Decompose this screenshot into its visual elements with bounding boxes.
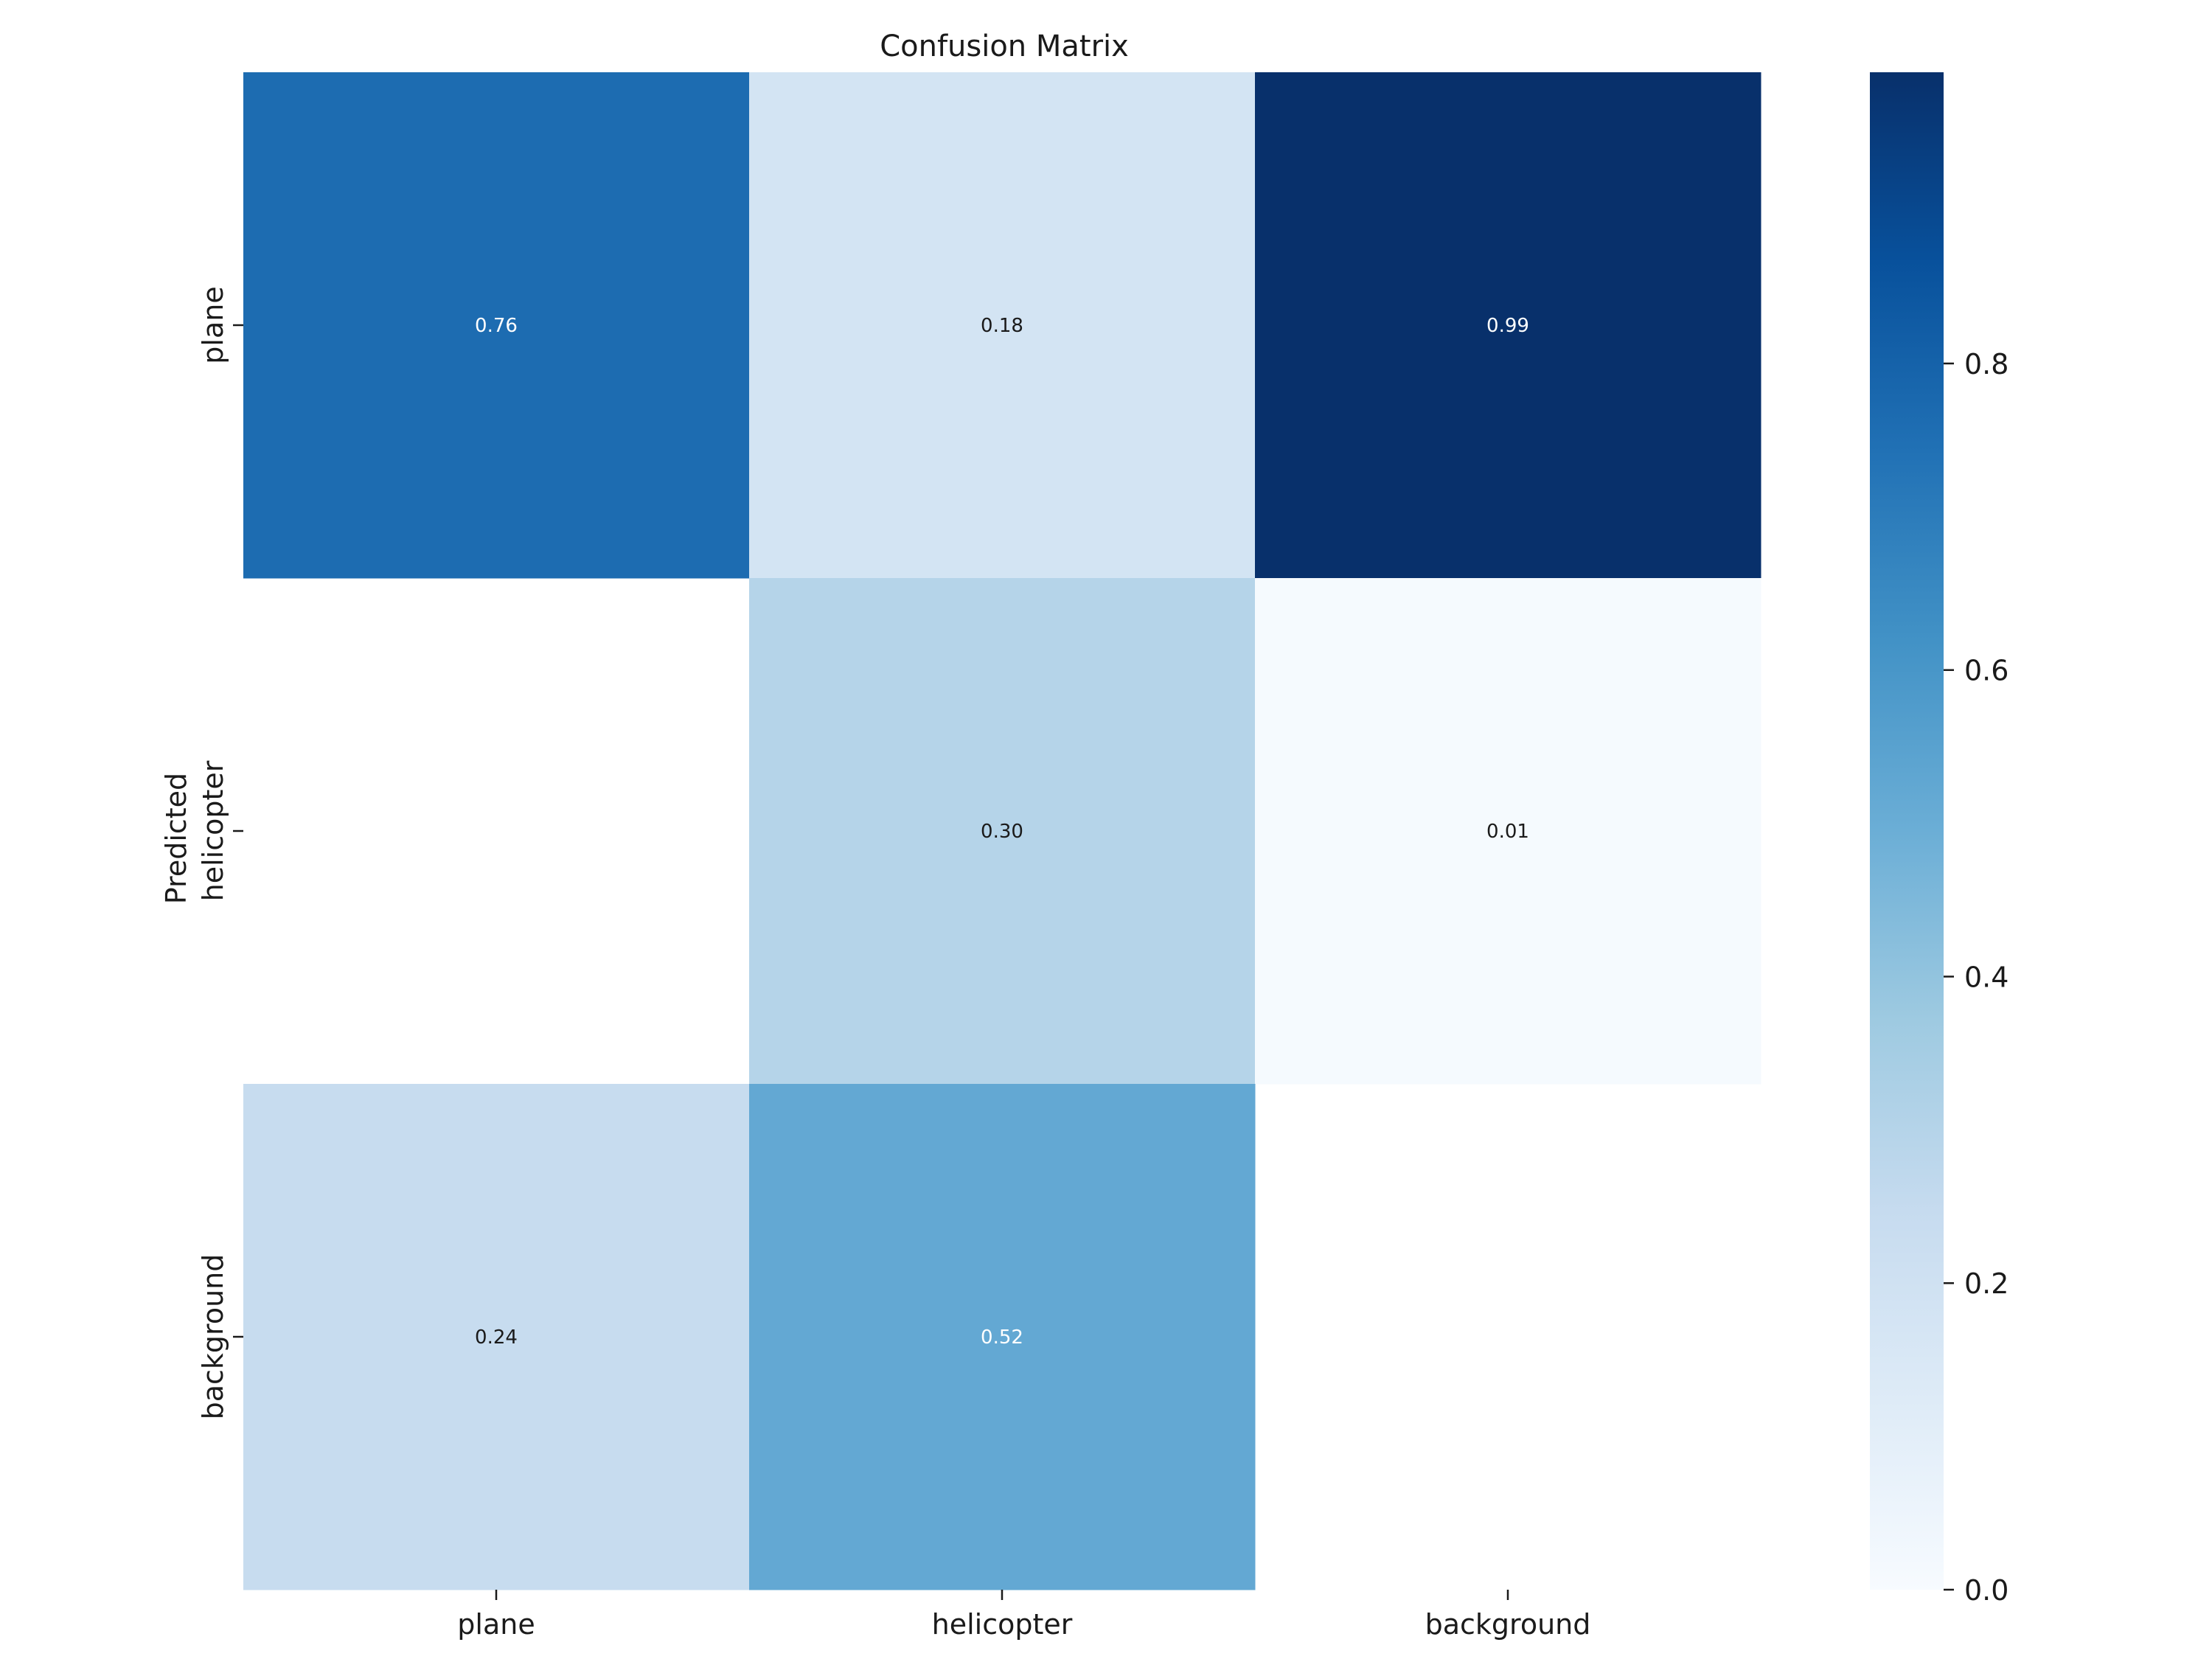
x-tick-label: plane	[457, 1608, 535, 1641]
y-tick-label: background	[197, 1254, 229, 1420]
colorbar-tick-label: 0.8	[1964, 348, 2008, 380]
heatmap-cell	[749, 1084, 1256, 1590]
heatmap-cell	[749, 72, 1256, 579]
heatmap-cells	[243, 72, 1761, 1590]
colorbar-tick-label: 0.6	[1964, 655, 2008, 687]
heatmap-cell	[243, 72, 750, 579]
colorbar-tick-label: 0.0	[1964, 1574, 2008, 1607]
cell-value-label: 0.30	[981, 821, 1023, 843]
heatmap-cell	[1255, 72, 1761, 579]
heatmap-cell-labels: 0.76 0.18 0.99 0.30 0.01 0.24 0.52	[475, 315, 1529, 1349]
chart-title: Confusion Matrix	[880, 29, 1129, 63]
colorbar-tick-label: 0.2	[1964, 1267, 2008, 1300]
y-axis: plane helicopter background	[197, 286, 243, 1419]
heatmap-cell	[1255, 578, 1761, 1085]
colorbar	[1870, 72, 1944, 1590]
heatmap-cell	[243, 1084, 750, 1590]
colorbar-tick-label: 0.4	[1964, 961, 2008, 993]
y-tick-label: plane	[197, 286, 229, 364]
y-axis-label: Predicted	[160, 773, 192, 904]
cell-value-label: 0.24	[475, 1326, 518, 1349]
cell-value-label: 0.01	[1486, 821, 1529, 843]
heatmap-cell	[749, 578, 1256, 1085]
cell-value-label: 0.99	[1486, 315, 1529, 337]
x-axis: plane helicopter background	[457, 1590, 1590, 1641]
x-tick-label: background	[1425, 1608, 1591, 1641]
cell-value-label: 0.52	[981, 1326, 1023, 1349]
colorbar-ticks: 0.0 0.2 0.4 0.6 0.8	[1944, 348, 2008, 1607]
x-tick-label: helicopter	[932, 1608, 1073, 1641]
cell-value-label: 0.76	[475, 315, 518, 337]
y-tick-label: helicopter	[197, 760, 229, 901]
cell-value-label: 0.18	[981, 315, 1023, 337]
